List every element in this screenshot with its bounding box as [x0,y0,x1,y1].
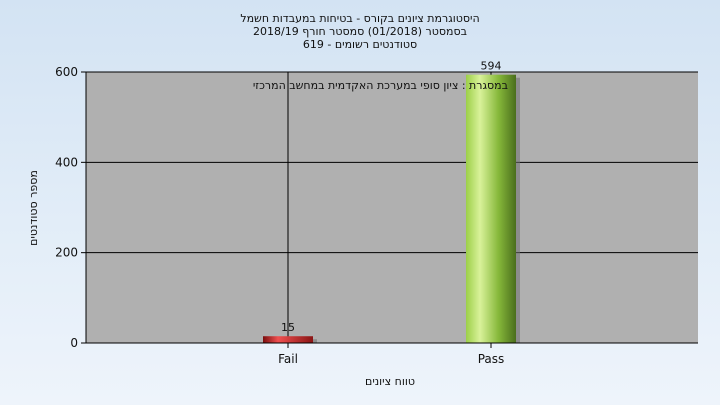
x-tick-label-fail: Fail [278,352,298,366]
x-tick-label-pass: Pass [478,352,505,366]
y-tick-label: 0 [70,336,78,350]
chart-title-line-2: בסמסטר (01/2018) סמסטר חורף 2018/19 [253,25,467,38]
data-label-fail: 15 [281,321,295,334]
plot-area [86,72,698,343]
axes: 0 200 400 600 Fail Pass [55,65,698,366]
y-tick-label: 400 [55,155,78,169]
chart-annotation: במסגרת : ציון סופי במערכת האקדמית במחשב … [253,79,508,92]
chart-title-line-1: היסטוגרמת ציונים בקורס - בטיחות במעבדות … [240,12,480,25]
y-axis-label: מספר סטודנטים [27,170,40,246]
bar-pass [466,74,516,344]
chart-title-line-3: סטודנטים רשומים - 619 [302,38,418,51]
y-tick-label: 200 [55,246,78,260]
y-tick-label: 600 [55,65,78,79]
data-label-pass: 594 [481,60,502,73]
bars: 15 594 [263,60,520,344]
x-axis-label: טווח ציונים [365,375,415,388]
bar-fail [263,336,313,343]
